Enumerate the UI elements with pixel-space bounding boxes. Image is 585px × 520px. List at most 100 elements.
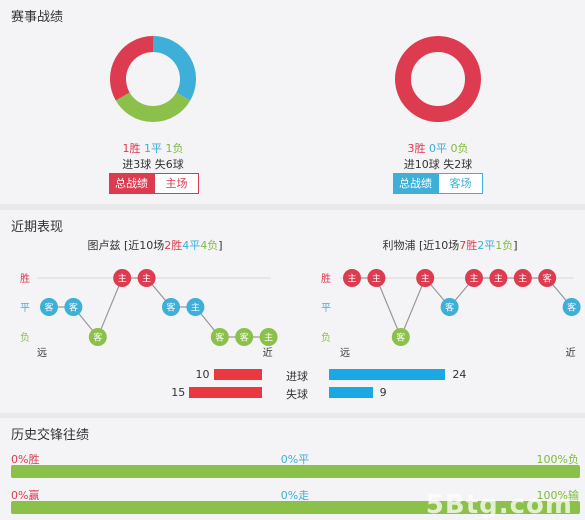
left-form-point-8[interactable] — [235, 328, 254, 346]
left-form-ylabel-2: 负 — [20, 331, 30, 344]
right-form-suffix: ] — [513, 239, 518, 252]
right-form-point-6[interactable] — [489, 269, 508, 287]
left-form-suffix: ] — [218, 239, 223, 252]
left-form-point-label-8: 客 — [240, 332, 249, 344]
right-form-wins: 7胜 — [459, 239, 478, 252]
right-scored-bar — [329, 369, 446, 380]
left-form-point-label-2: 客 — [93, 332, 102, 344]
left-home-tab[interactable]: 主场 — [154, 173, 199, 194]
left-wdl-summary: 1胜 1平 1负 — [103, 140, 203, 156]
left-form-point-6[interactable] — [186, 298, 205, 316]
h2h-win-pct: 0%胜 — [11, 453, 40, 466]
head-to-head-panel: 历史交锋往绩 0%胜 0%平 100%负 0%赢 0%走 100%输 5Btg.… — [0, 418, 585, 520]
left-scored-value: 10 — [195, 368, 210, 381]
left-win-count: 1胜 — [122, 142, 141, 155]
left-goals-summary: 进3球 失6球 — [122, 158, 184, 171]
right-form-ylabel-1: 平 — [321, 303, 331, 314]
recent-form-title: 近期表现 — [11, 220, 64, 235]
h2h-handicap-win-pct: 0%赢 — [11, 489, 40, 502]
right-form-point-9[interactable] — [562, 298, 581, 316]
right-form-draws: 2平 — [477, 239, 496, 252]
goals-conceded-label: 失球 — [286, 388, 308, 401]
left-donut-slice-2 — [110, 36, 154, 101]
record-panel: 赛事战绩 1胜 1平 1负 进3球 失6球 总战绩 主场 3胜 0平 0负 进1… — [0, 0, 585, 204]
recent-form-panel: 近期表现 图卢兹 [近10场2胜4平4负] 利物浦 [近10场7胜2平1负] 胜… — [0, 210, 585, 413]
right-form-point-label-4: 客 — [445, 302, 454, 314]
right-form-point-label-2: 客 — [396, 332, 405, 344]
left-form-point-5[interactable] — [162, 298, 180, 316]
h2h-handicap-bar — [11, 501, 580, 514]
right-form-point-1[interactable] — [367, 269, 386, 287]
right-form-losses: 1负 — [495, 239, 514, 252]
right-form-point-label-3: 主 — [421, 273, 430, 285]
right-win-count: 3胜 — [407, 142, 426, 155]
left-form-ylabel-0: 胜 — [20, 273, 30, 285]
right-conceded-value: 9 — [379, 386, 387, 399]
site-watermark: 5Btg.com — [425, 490, 573, 520]
right-form-point-label-5: 主 — [469, 273, 478, 285]
left-record-tabs: 总战绩 主场 — [109, 173, 199, 194]
record-title: 赛事战绩 — [11, 10, 64, 25]
left-donut-chart — [110, 36, 196, 122]
left-form-point-3[interactable] — [113, 269, 132, 287]
left-donut-slice-0 — [152, 36, 196, 101]
left-form-point-label-9: 主 — [264, 332, 273, 344]
right-form-point-label-0: 主 — [347, 273, 356, 285]
right-loss-count: 0负 — [450, 142, 469, 155]
left-form-point-label-3: 主 — [118, 273, 127, 285]
left-form-point-label-4: 主 — [142, 273, 151, 285]
left-form-point-0[interactable] — [40, 298, 58, 316]
right-draw-count: 0平 — [429, 142, 447, 155]
goals-scored-label: 进球 — [286, 370, 308, 383]
right-form-point-7[interactable] — [513, 269, 532, 287]
right-form-point-label-6: 主 — [494, 273, 503, 285]
left-form-ylabel-1: 平 — [20, 303, 30, 314]
left-form-point-label-6: 主 — [191, 302, 200, 314]
left-form-point-2[interactable] — [88, 328, 107, 346]
left-form-point-label-0: 客 — [44, 302, 53, 314]
left-form-point-label-7: 客 — [215, 332, 224, 344]
left-total-tab[interactable]: 总战绩 — [109, 173, 154, 194]
right-form-prefix: [近10场 — [418, 239, 460, 252]
left-form-point-9[interactable] — [259, 328, 278, 346]
right-scored-value: 24 — [452, 368, 467, 381]
left-conceded-value: 15 — [171, 386, 186, 399]
right-form-point-3[interactable] — [416, 269, 435, 287]
right-form-ylabel-0: 胜 — [321, 273, 331, 285]
left-conceded-bar — [189, 387, 262, 398]
right-form-header: 利物浦 [近10场7胜2平1负] — [335, 237, 565, 253]
right-form-point-label-7: 主 — [518, 273, 527, 285]
left-form-prefix: [近10场 — [123, 239, 165, 252]
left-form-draws: 4平 — [182, 239, 201, 252]
right-form-point-label-1: 主 — [372, 273, 381, 285]
right-form-point-2[interactable] — [391, 328, 410, 346]
right-donut-slice-0 — [395, 36, 481, 122]
right-form-point-4[interactable] — [440, 298, 459, 316]
h2h-handicap-push-pct: 0%走 — [280, 489, 310, 502]
right-form-point-0[interactable] — [343, 269, 361, 287]
right-form-point-5[interactable] — [465, 269, 483, 287]
h2h-draw-pct: 0%平 — [280, 453, 310, 466]
left-team-name: 图卢兹 — [87, 239, 121, 252]
right-form-ylabel-2: 负 — [321, 331, 331, 344]
left-form-far-label: 远 — [37, 347, 47, 359]
right-conceded-bar — [329, 387, 373, 398]
h2h-result-bar — [11, 465, 580, 478]
left-form-point-4[interactable] — [137, 269, 156, 287]
right-donut-chart — [395, 36, 481, 122]
left-form-point-label-1: 客 — [69, 302, 78, 314]
left-form-wins: 2胜 — [164, 239, 183, 252]
h2h-loss-pct: 100%负 — [536, 453, 579, 466]
right-form-trend-line — [352, 276, 573, 339]
right-total-tab[interactable]: 总战绩 — [393, 173, 438, 194]
right-away-tab[interactable]: 客场 — [438, 173, 483, 194]
left-form-losses: 4负 — [200, 239, 219, 252]
left-form-point-1[interactable] — [64, 298, 83, 316]
h2h-handicap-loss-pct: 100%输 — [536, 489, 579, 502]
left-form-header: 图卢兹 [近10场2胜4平4负] — [40, 237, 270, 253]
left-draw-count: 1平 — [144, 142, 162, 155]
head-to-head-title: 历史交锋往绩 — [11, 428, 90, 443]
left-scored-bar — [213, 369, 262, 380]
right-form-point-8[interactable] — [538, 269, 557, 287]
left-form-point-7[interactable] — [210, 328, 229, 346]
